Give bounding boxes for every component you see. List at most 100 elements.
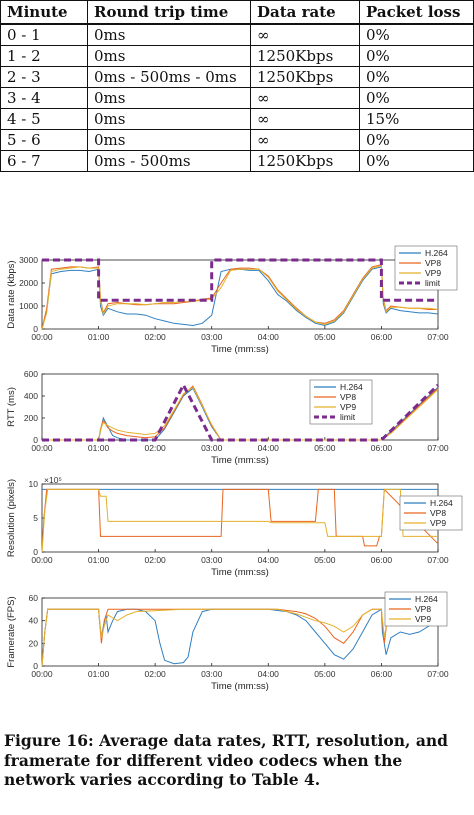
cell-data-rate: 1250Kbps	[250, 66, 360, 88]
x-tick-label: 02:00	[145, 332, 167, 342]
x-tick-label: 05:00	[314, 332, 336, 342]
cell-minute: 2 - 3	[0, 66, 88, 88]
figure-caption: Figure 16: Average data rates, RTT, reso…	[4, 731, 448, 789]
table-header-row: Minute Round trip time Data rate Packet …	[0, 0, 474, 25]
data-rate-chart: 00:00 01:00 02:00 03:00 04:00 05:00 06:00 07:00…	[6, 245, 458, 355]
table-row: 1 - 2 0ms 1250Kbps 0%	[0, 45, 474, 67]
cell-data-rate: ∞	[250, 87, 360, 109]
x-tick-label: 02:00	[145, 555, 167, 565]
series-line-limit	[42, 381, 440, 442]
plot-area	[41, 373, 439, 441]
cell-packet-loss: 0%	[359, 66, 474, 88]
x-tick-label: 02:00	[145, 669, 167, 679]
cell-packet-loss: 0%	[359, 129, 474, 151]
y-tick-label: 10	[29, 479, 39, 489]
series-line-vp8	[42, 385, 439, 441]
series-line-vp9	[42, 386, 439, 441]
cell-rtt: 0ms	[87, 87, 251, 109]
legend-label: VP8	[340, 392, 356, 402]
legend-label: VP9	[425, 268, 441, 278]
x-tick-label: 00:00	[31, 669, 53, 679]
legend-label: H.264	[340, 382, 363, 392]
framerate-chart: 00:00 01:00 02:00 03:00 04:00 05:00 06:00 07:00…	[6, 591, 449, 692]
cell-minute: 1 - 2	[0, 45, 88, 67]
y-tick-label: 600	[24, 369, 38, 379]
y-axis-label: RTT (ms)	[6, 387, 17, 427]
cell-minute: 3 - 4	[0, 87, 88, 109]
table-row: 2 - 3 0ms - 500ms - 0ms 1250Kbps 0%	[0, 66, 474, 88]
legend-label: VP9	[340, 402, 356, 412]
y-tick-label: 0	[33, 435, 38, 445]
legend-label: H.264	[430, 498, 453, 508]
x-tick-label: 05:00	[314, 555, 336, 565]
cell-rtt: 0ms - 500ms	[87, 150, 251, 172]
cell-minute: 0 - 1	[0, 23, 88, 46]
cell-data-rate: 1250Kbps	[250, 45, 360, 67]
y-tick-label: 0	[33, 324, 38, 334]
cell-data-rate: ∞	[250, 23, 360, 46]
header-round-trip-time: Round trip time	[87, 0, 251, 25]
x-tick-label: 04:00	[258, 555, 280, 565]
x-tick-label: 05:00	[314, 669, 336, 679]
cell-rtt: 0ms	[87, 45, 251, 67]
series-line-vp9	[41, 608, 438, 667]
x-tick-label: 04:00	[258, 443, 280, 453]
plot-area	[41, 259, 439, 330]
x-tick-label: 07:00	[427, 555, 449, 565]
legend-label: VP8	[425, 258, 441, 268]
legend-label: VP8	[415, 604, 431, 614]
y-tick-label: 0	[33, 661, 38, 671]
header-minute: Minute	[0, 0, 88, 25]
series-line-limit	[42, 258, 438, 302]
x-tick-label: 07:00	[427, 443, 449, 453]
x-tick-label: 00:00	[31, 332, 53, 342]
cell-rtt: 0ms	[87, 23, 251, 46]
y-tick-label: 200	[24, 413, 38, 423]
cell-rtt: 0ms	[87, 108, 251, 130]
x-tick-label: 00:00	[31, 443, 53, 453]
cell-packet-loss: 0%	[359, 87, 474, 109]
table-row: 3 - 4 0ms ∞ 0%	[0, 87, 474, 109]
x-tick-label: 02:00	[145, 443, 167, 453]
series-line-vp8	[41, 488, 439, 553]
legend-label: limit	[340, 412, 356, 422]
header-packet-loss: Packet loss	[359, 0, 474, 25]
x-tick-label: 04:00	[258, 669, 280, 679]
plot-area	[41, 483, 439, 553]
x-axis-label: Time (mm:ss)	[211, 681, 269, 692]
plot-area	[41, 597, 439, 667]
y-tick-label: 1000	[19, 301, 38, 311]
series-line-vp9	[41, 265, 439, 330]
network-conditions-table: Minute Round trip time Data rate Packet …	[0, 0, 474, 172]
y-axis-label: Framerate (FPS)	[6, 596, 17, 667]
resolution-chart: 00:00 01:00 02:00 03:00 04:00 05:00 06:00 07:00…	[6, 475, 463, 578]
cell-data-rate: 1250Kbps	[250, 150, 360, 172]
x-tick-label: 01:00	[88, 555, 110, 565]
x-axis-label: Time (mm:ss)	[211, 567, 269, 578]
series-line-h264	[41, 266, 439, 330]
legend-label: H.264	[415, 594, 438, 604]
y-tick-label: 400	[24, 391, 38, 401]
cell-packet-loss: 0%	[359, 150, 474, 172]
x-tick-label: 01:00	[88, 443, 110, 453]
cell-data-rate: ∞	[250, 108, 360, 130]
legend-label: H.264	[425, 248, 448, 258]
x-tick-label: 06:00	[371, 443, 393, 453]
x-tick-label: 05:00	[314, 443, 336, 453]
y-tick-label: 60	[29, 593, 39, 603]
x-tick-label: 03:00	[201, 443, 223, 453]
y-tick-label: 20	[29, 638, 39, 648]
y-multiplier-label: ×10⁵	[44, 475, 62, 485]
x-tick-label: 01:00	[88, 332, 110, 342]
x-tick-label: 06:00	[371, 669, 393, 679]
x-tick-label: 03:00	[201, 669, 223, 679]
legend-label: limit	[425, 278, 441, 288]
x-axis-label: Time (mm:ss)	[211, 455, 269, 466]
cell-data-rate: ∞	[250, 129, 360, 151]
legend-label: VP9	[430, 518, 446, 528]
y-axis-label: Resolution (pixels)	[6, 479, 17, 557]
